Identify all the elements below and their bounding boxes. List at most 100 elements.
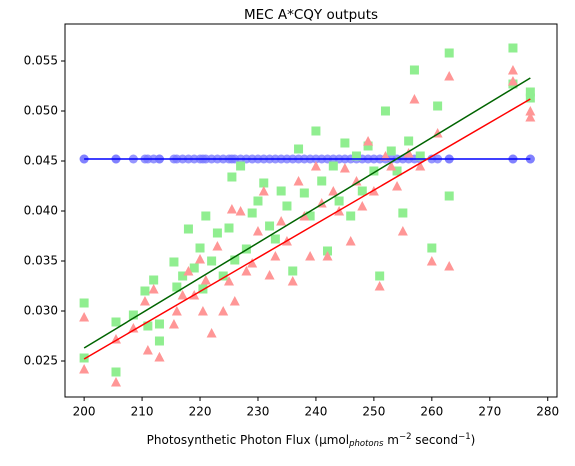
point xyxy=(380,151,391,161)
y-tick-label: 0.045 xyxy=(24,154,58,168)
point xyxy=(317,176,327,186)
x-tick-label: 250 xyxy=(362,405,385,419)
y-tick-label: 0.055 xyxy=(24,54,58,68)
plot-frame xyxy=(64,23,558,398)
point xyxy=(139,296,150,306)
point xyxy=(195,243,205,253)
point xyxy=(415,151,425,161)
point xyxy=(200,275,211,285)
point xyxy=(79,353,89,363)
point xyxy=(149,275,159,285)
point xyxy=(197,306,208,316)
x-tick-label: 240 xyxy=(304,405,327,419)
x-tick-label: 210 xyxy=(131,405,154,419)
point xyxy=(201,211,211,221)
x-label-part: −1 xyxy=(458,432,471,442)
point xyxy=(172,282,182,292)
point xyxy=(375,271,385,281)
point xyxy=(363,141,373,151)
x-label-part: m xyxy=(383,433,399,447)
point xyxy=(392,166,402,176)
point xyxy=(235,206,246,216)
point xyxy=(525,93,535,103)
point xyxy=(247,208,257,218)
point xyxy=(282,201,292,211)
point xyxy=(276,216,287,226)
point xyxy=(236,161,246,171)
point xyxy=(525,112,536,122)
point xyxy=(346,211,356,221)
point xyxy=(374,281,385,291)
point xyxy=(397,226,408,236)
point xyxy=(224,276,234,286)
point xyxy=(110,377,121,387)
point xyxy=(140,286,150,296)
x-tick-label: 270 xyxy=(478,405,501,419)
point xyxy=(79,298,89,308)
point xyxy=(128,310,138,320)
point xyxy=(433,101,443,111)
point xyxy=(357,201,368,211)
x-label-part: second xyxy=(411,433,458,447)
x-label-part: ) xyxy=(471,433,476,447)
x-tick-label: 220 xyxy=(189,405,212,419)
point xyxy=(148,284,159,294)
point xyxy=(226,204,237,214)
point xyxy=(299,211,310,221)
point xyxy=(311,126,321,136)
point xyxy=(259,178,269,188)
point xyxy=(212,228,222,238)
y-tick-label: 0.035 xyxy=(24,254,58,268)
point xyxy=(183,224,193,234)
point xyxy=(207,256,217,266)
point xyxy=(168,319,179,329)
point xyxy=(345,236,356,246)
point xyxy=(206,328,217,338)
point xyxy=(252,226,263,236)
point xyxy=(357,186,367,196)
point xyxy=(169,257,179,267)
point xyxy=(79,312,90,322)
point xyxy=(229,296,240,306)
fit-line xyxy=(83,98,531,360)
fit-line xyxy=(83,77,531,349)
point xyxy=(386,161,397,171)
point xyxy=(386,146,396,156)
point xyxy=(310,161,321,171)
point xyxy=(444,191,454,201)
point xyxy=(270,234,280,244)
x-axis-label: Photosynthetic Photon Flux (µmolphotons … xyxy=(147,432,476,449)
point xyxy=(288,266,298,276)
point xyxy=(299,188,309,198)
point xyxy=(415,161,426,171)
point xyxy=(265,221,275,231)
point xyxy=(287,276,298,286)
point xyxy=(218,271,228,281)
point xyxy=(177,290,188,300)
point xyxy=(507,76,518,86)
point xyxy=(444,48,454,58)
point xyxy=(322,251,333,261)
point xyxy=(258,186,269,196)
point xyxy=(218,306,229,316)
point xyxy=(264,270,275,280)
x-label-part: −2 xyxy=(399,432,412,442)
point xyxy=(171,306,182,316)
point xyxy=(351,176,362,186)
point xyxy=(444,261,455,271)
point xyxy=(328,186,339,196)
point xyxy=(293,176,304,186)
y-tick-label: 0.030 xyxy=(24,304,58,318)
point xyxy=(507,65,518,75)
point xyxy=(111,317,121,327)
point xyxy=(340,138,350,148)
point xyxy=(398,208,408,218)
point xyxy=(241,266,252,276)
point xyxy=(142,345,153,355)
point xyxy=(404,136,414,146)
point xyxy=(253,196,263,206)
point xyxy=(154,319,164,329)
point xyxy=(270,251,281,261)
